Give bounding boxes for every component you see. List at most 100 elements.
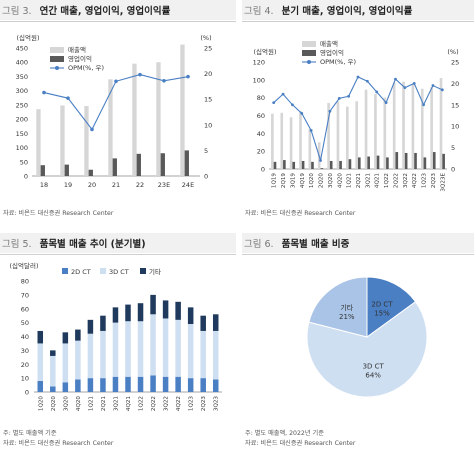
y-tick-label-left: 400	[16, 59, 28, 67]
y-axis-unit-left: (십억원)	[16, 33, 39, 42]
y-tick-label-left: 100	[16, 144, 28, 152]
opm-point	[281, 92, 285, 96]
opm-point	[162, 78, 166, 83]
bar-operating-profit	[64, 164, 69, 176]
stacked-bar-other	[50, 350, 56, 356]
x-tick-label: 2Q23	[431, 173, 437, 189]
bar-revenue	[280, 112, 284, 169]
y-tick-label-left: 150	[16, 130, 28, 138]
bar-operating-profit	[404, 152, 408, 169]
y-tick-label-left: 40	[257, 130, 265, 138]
divider	[242, 21, 474, 22]
bar-operating-profit	[88, 169, 93, 176]
bar-operating-profit	[376, 155, 380, 169]
source-note: 자료: 비욘드 대신증권 Research Center	[3, 210, 114, 217]
pie-slice-2d-ct	[366, 276, 417, 338]
stacked-bar-3d-ct	[162, 318, 169, 377]
stacked-bar-2d-ct	[200, 378, 206, 392]
bar-revenue	[36, 109, 41, 176]
stacked-bar-other	[87, 319, 94, 334]
stacked-bar-other	[37, 330, 44, 344]
opm-point	[114, 79, 118, 84]
bar-operating-profit	[442, 153, 445, 169]
bar-revenue	[430, 86, 433, 169]
y-tick-label: 0	[25, 389, 29, 397]
figure-title: 품목별 매출 비중	[281, 239, 350, 250]
panel-header: 그림 3. 연간 매출, 영업이익, 영업이익률	[0, 0, 236, 20]
stacked-bar-2d-ct	[137, 376, 144, 392]
opm-point	[422, 103, 425, 107]
bar-revenue	[108, 79, 113, 176]
bar-revenue	[132, 63, 137, 177]
x-tick-label: 1Q23	[422, 173, 428, 189]
y-axis-unit: (십억달러)	[10, 261, 39, 270]
bar-operating-profit	[432, 152, 436, 169]
x-tick-label: 1Q20	[309, 173, 315, 189]
x-tick-label: 2Q22	[151, 396, 157, 411]
figure-number: 그림 3.	[2, 6, 32, 17]
opm-point	[328, 109, 332, 113]
stacked-bar-2d-ct	[175, 376, 181, 392]
bar-revenue	[402, 81, 405, 169]
figure-title: 품목별 매출 추이 (분기별)	[39, 239, 146, 250]
stacked-bar-other	[125, 304, 131, 322]
legend-label: OPM(%, 우)	[68, 64, 104, 72]
y-axis-unit-left: (십억원)	[253, 47, 276, 56]
bar-operating-profit	[348, 159, 352, 169]
figure-number: 그림 5.	[2, 239, 32, 250]
x-tick-label: 24E	[182, 181, 194, 189]
y-tick-label-left: 80	[257, 94, 265, 102]
y-tick-label-right: 10	[451, 123, 459, 131]
x-tick-label: 2Q19	[281, 173, 287, 189]
bar-operating-profit	[320, 168, 324, 169]
bar-operating-profit	[273, 161, 277, 169]
x-tick-label: 2Q22	[393, 173, 399, 188]
opm-point	[309, 129, 313, 132]
y-tick-label-left: 100	[253, 76, 265, 84]
pie-value-label: 21%	[339, 313, 355, 321]
x-tick-label: 1Q21	[347, 173, 353, 189]
stacked-bar-3d-ct	[200, 330, 206, 379]
legend-marker	[307, 60, 311, 64]
legend-swatch	[50, 47, 64, 53]
y-tick-label-left: 0	[24, 173, 28, 181]
stacked-bar-3d-ct	[50, 355, 56, 387]
x-tick-label: 2Q23	[201, 396, 207, 412]
bar-revenue	[374, 94, 377, 169]
stacked-bar-2d-ct	[112, 376, 119, 392]
stacked-bar-other	[62, 332, 69, 344]
bar-revenue	[289, 117, 293, 169]
y-tick-label-left: 350	[16, 73, 28, 81]
x-tick-label: 2Q20	[51, 396, 57, 412]
stacked-bar-other	[212, 314, 219, 331]
stacked-bar-other	[112, 307, 119, 323]
bar-revenue	[60, 105, 65, 176]
bar-operating-profit	[423, 157, 427, 169]
x-tick-label: 3Q19	[290, 173, 296, 189]
y-tick-label-left: 200	[16, 116, 28, 124]
legend-label: 3D CT	[109, 268, 129, 276]
stacked-bar-2d-ct	[212, 379, 219, 392]
x-tick-label: 3Q23	[214, 396, 220, 412]
bar-revenue	[271, 113, 274, 169]
panel-header: 그림 6. 품목별 매출 비중	[242, 233, 474, 253]
x-tick-label: 2Q21	[101, 396, 107, 412]
opm-point	[403, 86, 407, 90]
legend-label: 2D CT	[71, 268, 91, 276]
stacked-bar-2d-ct	[50, 386, 56, 392]
x-tick-label: 3Q21	[113, 396, 119, 412]
pie-slice-other	[308, 276, 368, 338]
footnote: 주: 별도 매출액 기준	[3, 430, 57, 437]
bar-revenue	[355, 101, 358, 169]
y-tick-label-left: 0	[261, 166, 265, 174]
bar-revenue	[180, 44, 185, 176]
y-tick-label: 20	[21, 361, 29, 369]
y-tick-label-right: 10	[204, 121, 212, 129]
y-tick-label: 70	[21, 291, 29, 299]
opm-point	[138, 72, 142, 77]
y-tick-label-left: 450	[16, 45, 28, 53]
legend-label: 기타	[149, 267, 161, 276]
bar-operating-profit	[358, 157, 361, 169]
source-note: 자료: 비욘드 대신증권 Research Center	[3, 440, 114, 447]
